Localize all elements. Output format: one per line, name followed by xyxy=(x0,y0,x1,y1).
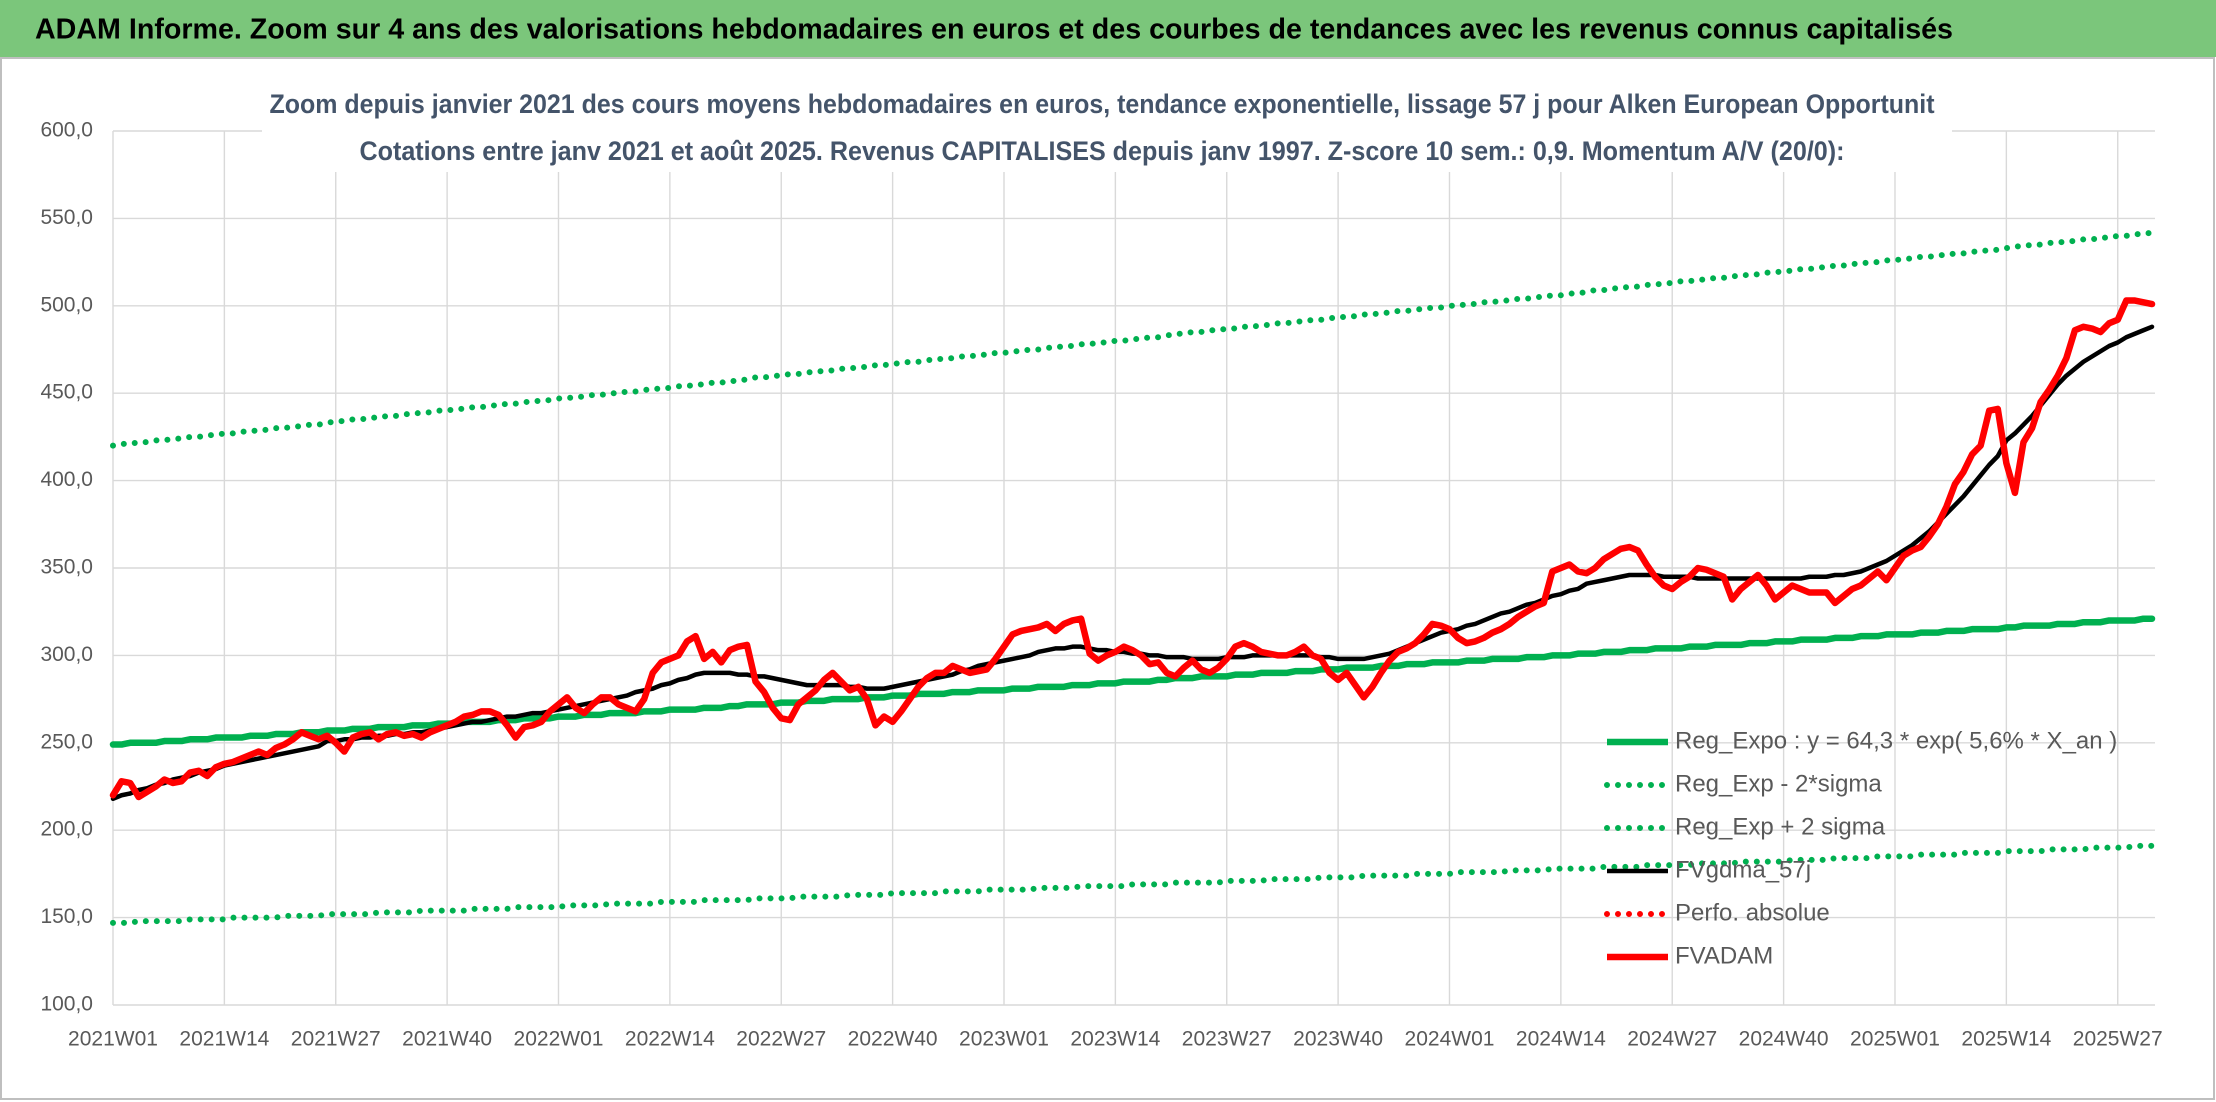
x-tick-label: 2025W14 xyxy=(1961,1028,2051,1051)
x-tick-label: 2021W27 xyxy=(291,1028,381,1051)
x-tick-label: 2022W01 xyxy=(514,1028,604,1051)
x-tick-label: 2023W27 xyxy=(1182,1028,1272,1051)
legend: Reg_Expo : y = 64,3 * exp( 5,6% * X_an )… xyxy=(1604,727,2117,969)
x-tick-label: 2022W27 xyxy=(736,1028,826,1051)
banner xyxy=(0,0,2216,57)
x-tick-label: 2024W01 xyxy=(1405,1028,1495,1051)
x-tick-label: 2022W40 xyxy=(848,1028,938,1051)
y-tick-label: 500,0 xyxy=(40,293,93,316)
legend-label: FVADAM xyxy=(1675,942,1773,969)
x-tick-label: 2023W01 xyxy=(959,1028,1049,1051)
x-tick-label: 2024W40 xyxy=(1739,1028,1829,1051)
chart-subtitle: Cotations entre janv 2021 et août 2025. … xyxy=(360,136,1845,166)
x-tick-label: 2021W40 xyxy=(402,1028,492,1051)
y-tick-label: 250,0 xyxy=(40,730,93,753)
chart-frame xyxy=(0,57,2215,1100)
legend-label: Reg_Exp + 2 sigma xyxy=(1675,813,1886,840)
x-tick-label: 2025W27 xyxy=(2073,1028,2163,1051)
series-line xyxy=(110,842,2155,926)
y-tick-label: 600,0 xyxy=(40,119,93,142)
legend-label: FVgdma_57j xyxy=(1675,856,1811,883)
legend-label: Perfo. absolue xyxy=(1675,899,1830,926)
y-tick-label: 550,0 xyxy=(40,206,93,229)
x-tick-label: 2024W27 xyxy=(1627,1028,1717,1051)
x-tick-label: 2021W14 xyxy=(179,1028,269,1051)
chart-title: Zoom depuis janvier 2021 des cours moyen… xyxy=(270,89,1935,119)
x-tick-label: 2022W14 xyxy=(625,1028,715,1051)
y-tick-label: 150,0 xyxy=(40,905,93,928)
y-tick-label: 350,0 xyxy=(40,556,93,579)
x-tick-label: 2021W01 xyxy=(68,1028,158,1051)
x-tick-label: 2024W14 xyxy=(1516,1028,1606,1051)
legend-label: Reg_Exp - 2*sigma xyxy=(1675,770,1882,797)
y-tick-label: 450,0 xyxy=(40,381,93,404)
series-line xyxy=(110,229,2155,449)
x-tick-label: 2023W40 xyxy=(1293,1028,1383,1051)
y-tick-label: 400,0 xyxy=(40,468,93,491)
series-line xyxy=(109,297,2156,801)
legend-label: Reg_Expo : y = 64,3 * exp( 5,6% * X_an ) xyxy=(1675,727,2117,754)
title-backdrop xyxy=(262,86,1952,172)
y-tick-label: 100,0 xyxy=(40,993,93,1016)
y-tick-label: 200,0 xyxy=(40,818,93,841)
banner-title: ADAM Informe. Zoom sur 4 ans des valoris… xyxy=(35,14,1953,46)
y-tick-label: 300,0 xyxy=(40,643,93,666)
x-tick-label: 2023W14 xyxy=(1070,1028,1160,1051)
x-tick-label: 2025W01 xyxy=(1850,1028,1940,1051)
